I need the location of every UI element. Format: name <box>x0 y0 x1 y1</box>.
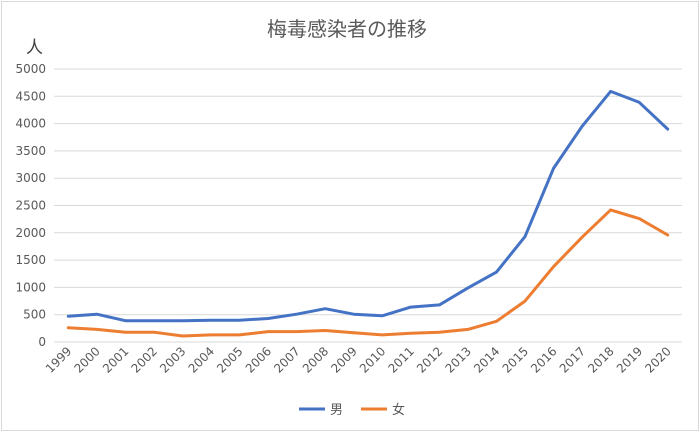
legend: 男女 <box>299 402 405 418</box>
x-tick-label: 2015 <box>500 344 531 375</box>
y-tick-label: 3000 <box>15 171 46 185</box>
x-tick-label: 2002 <box>129 344 160 375</box>
x-tick-label: 2004 <box>186 344 217 375</box>
x-tick-label: 2017 <box>557 344 588 375</box>
x-tick-label: 2008 <box>300 344 331 375</box>
x-tick-label: 2014 <box>471 344 502 375</box>
gridlines <box>54 68 682 343</box>
series-line-1 <box>66 208 670 338</box>
y-tick-label: 2500 <box>15 199 46 213</box>
legend-label-0: 男 <box>330 403 343 418</box>
series-lines <box>66 89 670 338</box>
y-tick-label: 4500 <box>15 89 46 103</box>
x-tick-label: 1999 <box>43 344 74 375</box>
x-tick-label: 2012 <box>414 344 445 375</box>
x-tick-label: 2019 <box>614 344 645 375</box>
series-line-0 <box>66 89 670 323</box>
y-tick-label: 5000 <box>15 62 46 76</box>
x-tick-label: 2013 <box>443 344 474 375</box>
y-tick-label: 0 <box>38 335 46 349</box>
x-tick-label: 2009 <box>328 344 359 375</box>
y-tick-label: 1000 <box>15 280 46 294</box>
y-tick-label: 4000 <box>15 117 46 131</box>
x-tick-label: 2001 <box>100 344 131 375</box>
x-tick-label: 2000 <box>71 344 102 375</box>
x-tick-label: 2007 <box>271 344 302 375</box>
x-tick-label: 2003 <box>157 344 188 375</box>
y-tick-label: 3500 <box>15 144 46 158</box>
y-tick-label: 500 <box>23 308 46 322</box>
legend-label-1: 女 <box>392 402 405 418</box>
x-tick-label: 2018 <box>585 344 616 375</box>
x-axis-ticks: 1999200020012002200320042005200620072008… <box>43 344 674 375</box>
x-tick-label: 2016 <box>528 344 559 375</box>
y-tick-label: 1500 <box>15 253 46 267</box>
x-tick-label: 2010 <box>357 344 388 375</box>
y-axis-ticks: 0 500 1000 1500 2000 2500 3000 3500 4000 4500 5000 <box>15 62 46 349</box>
y-axis-unit-label: 人 <box>26 38 43 58</box>
x-tick-label: 2005 <box>214 344 245 375</box>
y-tick-label: 2000 <box>15 226 46 240</box>
chart-title: 梅毒感染者の推移 <box>267 17 427 41</box>
x-tick-label: 2006 <box>243 344 274 375</box>
x-tick-label: 2011 <box>385 344 416 375</box>
x-tick-label: 2020 <box>642 344 673 375</box>
